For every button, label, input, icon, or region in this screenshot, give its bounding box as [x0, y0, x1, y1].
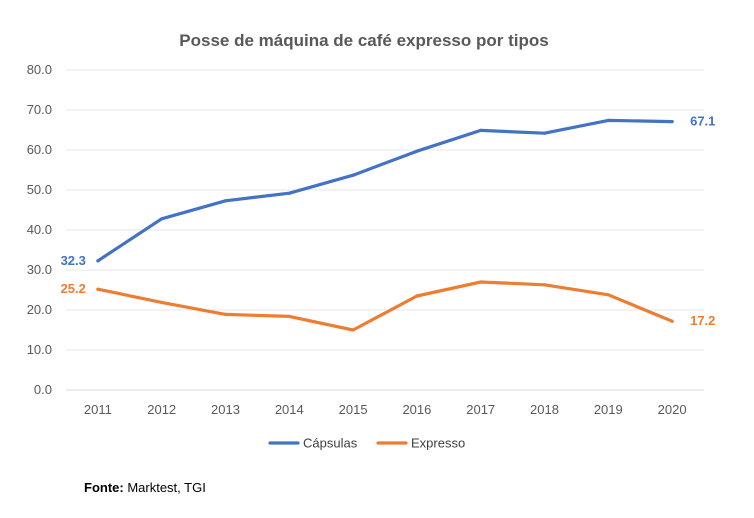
- data-point: [223, 312, 228, 316]
- source-label: Fonte:: [84, 480, 124, 495]
- data-point: [160, 217, 164, 221]
- x-tick-label: 2014: [275, 402, 304, 417]
- x-tick-label: 2013: [211, 402, 240, 417]
- data-point: [287, 191, 291, 195]
- data-label: 17.2: [690, 313, 715, 328]
- data-label: 25.2: [61, 281, 86, 296]
- y-tick-label: 70.0: [27, 102, 52, 117]
- series-line-expresso: [96, 280, 674, 332]
- x-tick-label: 2015: [339, 402, 368, 417]
- legend-label: Expresso: [411, 436, 465, 451]
- data-point: [415, 294, 419, 298]
- source-text: Marktest, TGI: [123, 480, 206, 495]
- y-axis-ticks: 0.0 10.0 20.0 30.0 40.0 50.0 60.0 70.0 80.0: [27, 62, 52, 397]
- data-point: [479, 280, 483, 284]
- data-point: [542, 131, 547, 135]
- data-point: [606, 118, 610, 122]
- series-line-cpsulas: [96, 118, 674, 263]
- y-tick-label: 40.0: [27, 222, 52, 237]
- data-point: [223, 199, 228, 203]
- x-tick-label: 2020: [658, 402, 687, 417]
- gridlines: [66, 69, 704, 391]
- data-point: [415, 149, 419, 153]
- y-tick-label: 20.0: [27, 302, 52, 317]
- data-point: [351, 328, 355, 332]
- data-label: 67.1: [690, 114, 715, 129]
- data-point: [670, 120, 674, 124]
- x-tick-label: 2017: [466, 402, 495, 417]
- x-tick-label: 2018: [530, 402, 559, 417]
- data-point: [670, 319, 674, 323]
- y-tick-label: 0.0: [34, 382, 52, 397]
- data-point: [96, 287, 100, 291]
- data-point: [287, 314, 291, 318]
- data-point: [351, 173, 355, 177]
- legend-label: Cápsulas: [303, 436, 358, 451]
- data-point: [606, 293, 610, 297]
- y-tick-label: 30.0: [27, 262, 52, 277]
- data-point: [479, 128, 483, 132]
- x-axis-ticks: 2011 2012 2013 2014 2015 2016 2017 2018 2019 2020: [84, 402, 687, 417]
- x-tick-label: 2011: [84, 402, 112, 417]
- y-tick-label: 80.0: [27, 62, 52, 77]
- data-point: [160, 300, 164, 304]
- y-tick-label: 50.0: [27, 182, 52, 197]
- y-tick-label: 60.0: [27, 142, 52, 157]
- x-tick-label: 2019: [594, 402, 623, 417]
- series-lines: [96, 118, 674, 332]
- x-tick-label: 2012: [147, 402, 176, 417]
- source-note: Fonte: Marktest, TGI: [84, 480, 206, 495]
- data-labels: 32.3 67.1 25.2 17.2: [61, 114, 716, 329]
- y-tick-label: 10.0: [27, 342, 52, 357]
- legend: Cápsulas Expresso: [268, 436, 465, 451]
- data-label: 32.3: [61, 253, 86, 268]
- chart-title: Posse de máquina de café expresso por ti…: [179, 31, 548, 50]
- data-point: [96, 259, 100, 263]
- data-point: [542, 283, 547, 287]
- x-tick-label: 2016: [402, 402, 431, 417]
